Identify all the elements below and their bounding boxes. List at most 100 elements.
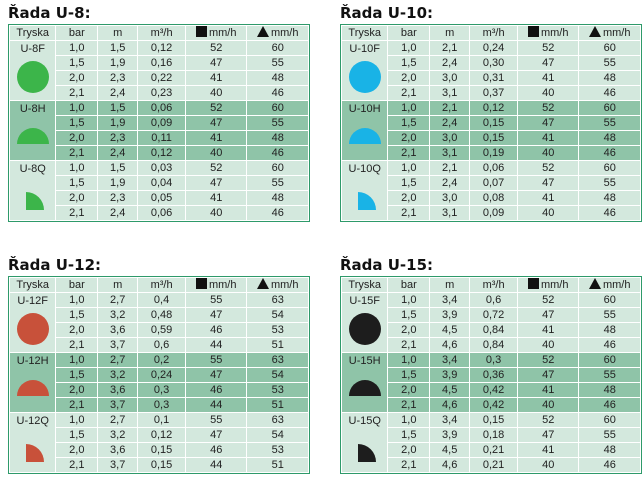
table-cell: 1,0 <box>55 40 99 56</box>
table-cell: 46 <box>578 337 641 353</box>
table-cell: 3,0 <box>429 70 471 86</box>
circle-spray-pattern-icon <box>16 61 49 93</box>
table-cell: 1,0 <box>387 292 431 308</box>
table-cell: 48 <box>246 130 309 146</box>
table-cell: 3,9 <box>429 367 471 383</box>
table-row: U-8Q 1,0 1,5 0,03 52 60 <box>8 160 309 221</box>
half-spray-pattern-icon <box>16 128 49 144</box>
table-cell: 0,36 <box>469 367 518 383</box>
table-cell: 3,9 <box>429 307 471 323</box>
table-cell: 0,06 <box>469 160 518 176</box>
column-header-tri: mm/h <box>246 277 309 293</box>
table-cell: 0,3 <box>137 382 186 398</box>
table-cell: 47 <box>184 427 248 443</box>
table-cell: 1,0 <box>55 160 99 176</box>
column-header-sq: mm/h <box>516 277 580 293</box>
table-cell: 44 <box>184 457 248 473</box>
table-frame: Tryska bar m m³/h mm/h mm/h U-15F 1,0 3,4 0,6 52 60… <box>340 276 642 474</box>
table-cell: 3,6 <box>97 442 139 458</box>
table-frame: Tryska bar m m³/h mm/h mm/h U-8F 1,0 1,5 0,12 52 60… <box>8 24 310 222</box>
column-header-sq: mm/h <box>184 25 248 41</box>
table-row: 1,5 1,9 0,04 47 55 <box>10 175 309 191</box>
table-cell: 2,1 <box>55 85 99 101</box>
table-cell: 1,5 <box>387 307 431 323</box>
table-cell: 3,4 <box>429 412 471 428</box>
table-cell: 2,1 <box>387 145 431 161</box>
table-cell: 0,19 <box>469 145 518 161</box>
column-header-flow: m³/h <box>469 25 518 41</box>
table-cell: 60 <box>246 40 309 56</box>
table-cell: 2,0 <box>55 190 99 206</box>
nozzle-cell: U-8H <box>8 100 57 161</box>
table-cell: 44 <box>184 337 248 353</box>
nozzle-cell: U-12F <box>8 292 57 353</box>
table-row: U-8F 1,0 1,5 0,12 52 60 <box>8 40 309 101</box>
table-cell: 0,12 <box>469 100 518 116</box>
table-cell: 41 <box>184 190 248 206</box>
table-cell: 0,30 <box>469 55 518 71</box>
table-row: 2,0 3,6 0,59 46 53 <box>10 322 309 338</box>
table-row: 2,1 3,1 0,09 40 46 <box>342 205 641 221</box>
table-cell: 0,06 <box>137 205 186 221</box>
table-cell: 1,0 <box>55 352 99 368</box>
table-cell: 3,1 <box>429 145 471 161</box>
table-cell: 2,0 <box>387 190 431 206</box>
table-cell: 1,0 <box>387 352 431 368</box>
spec-table: Tryska bar m m³/h mm/h mm/h U-12F 1,0 2,7 0,4 55 63… <box>8 277 309 473</box>
series-section: Řada U-12: Tryska bar m m³/h mm/h mm/h U-12F 1,0… <box>8 254 310 479</box>
table-cell: 1,5 <box>97 160 139 176</box>
table-cell: 0,05 <box>137 190 186 206</box>
table-cell: 2,4 <box>429 175 471 191</box>
table-cell: 40 <box>516 205 580 221</box>
table-cell: 55 <box>246 175 309 191</box>
table-cell: 60 <box>578 40 641 56</box>
quarter-spray-pattern-icon <box>25 192 44 210</box>
spec-table: Tryska bar m m³/h mm/h mm/h U-8F 1,0 1,5 0,12 52 60… <box>8 25 309 221</box>
table-cell: 48 <box>246 70 309 86</box>
column-header-tryska: Tryska <box>340 25 389 41</box>
table-cell: 1,5 <box>55 367 99 383</box>
table-cell: 2,4 <box>97 205 139 221</box>
table-cell: 51 <box>246 337 309 353</box>
table-cell: 46 <box>578 457 641 473</box>
table-cell: 63 <box>246 352 309 368</box>
table-cell: 46 <box>184 382 248 398</box>
table-cell: 46 <box>184 322 248 338</box>
table-cell: 2,1 <box>55 145 99 161</box>
table-cell: 48 <box>578 322 641 338</box>
table-cell: 0,08 <box>469 190 518 206</box>
table-cell: 2,0 <box>387 442 431 458</box>
table-cell: 0,22 <box>137 70 186 86</box>
table-cell: 2,0 <box>55 70 99 86</box>
table-row: U-10Q 1,0 2,1 0,06 52 60 <box>340 160 641 221</box>
nozzle-cell: U-15F <box>340 292 389 353</box>
table-cell: 3,9 <box>429 427 471 443</box>
table-cell: 2,1 <box>429 160 471 176</box>
table-cell: 48 <box>578 70 641 86</box>
nozzle-label: U-15F <box>349 295 380 307</box>
series-section: Řada U-8: Tryska bar m m³/h mm/h mm/h U-8F 1,0 1,… <box>8 2 310 227</box>
table-cell: 40 <box>516 145 580 161</box>
table-cell: 55 <box>246 115 309 131</box>
nozzle-cell: U-8F <box>8 40 57 101</box>
table-row: U-12H 1,0 2,7 0,2 55 63 <box>8 352 309 413</box>
table-cell: 0,42 <box>469 397 518 413</box>
quarter-spray-pattern-icon <box>357 192 376 210</box>
table-row: 2,0 3,6 0,3 46 53 <box>10 382 309 398</box>
table-cell: 46 <box>578 205 641 221</box>
table-cell: 2,0 <box>55 130 99 146</box>
table-cell: 55 <box>578 55 641 71</box>
table-cell: 2,4 <box>429 115 471 131</box>
nozzle-label: U-10Q <box>348 163 381 175</box>
table-cell: 0,4 <box>137 292 186 308</box>
column-header-flow: m³/h <box>469 277 518 293</box>
nozzle-label: U-12H <box>16 355 49 367</box>
column-header-m: m <box>97 25 139 41</box>
table-row: 2,0 4,5 0,42 41 48 <box>342 382 641 398</box>
column-header-tryska: Tryska <box>8 25 57 41</box>
table-row: 1,5 3,9 0,72 47 55 <box>342 307 641 323</box>
table-cell: 2,7 <box>97 292 139 308</box>
table-cell: 47 <box>184 175 248 191</box>
table-cell: 55 <box>578 307 641 323</box>
table-cell: 2,1 <box>55 205 99 221</box>
